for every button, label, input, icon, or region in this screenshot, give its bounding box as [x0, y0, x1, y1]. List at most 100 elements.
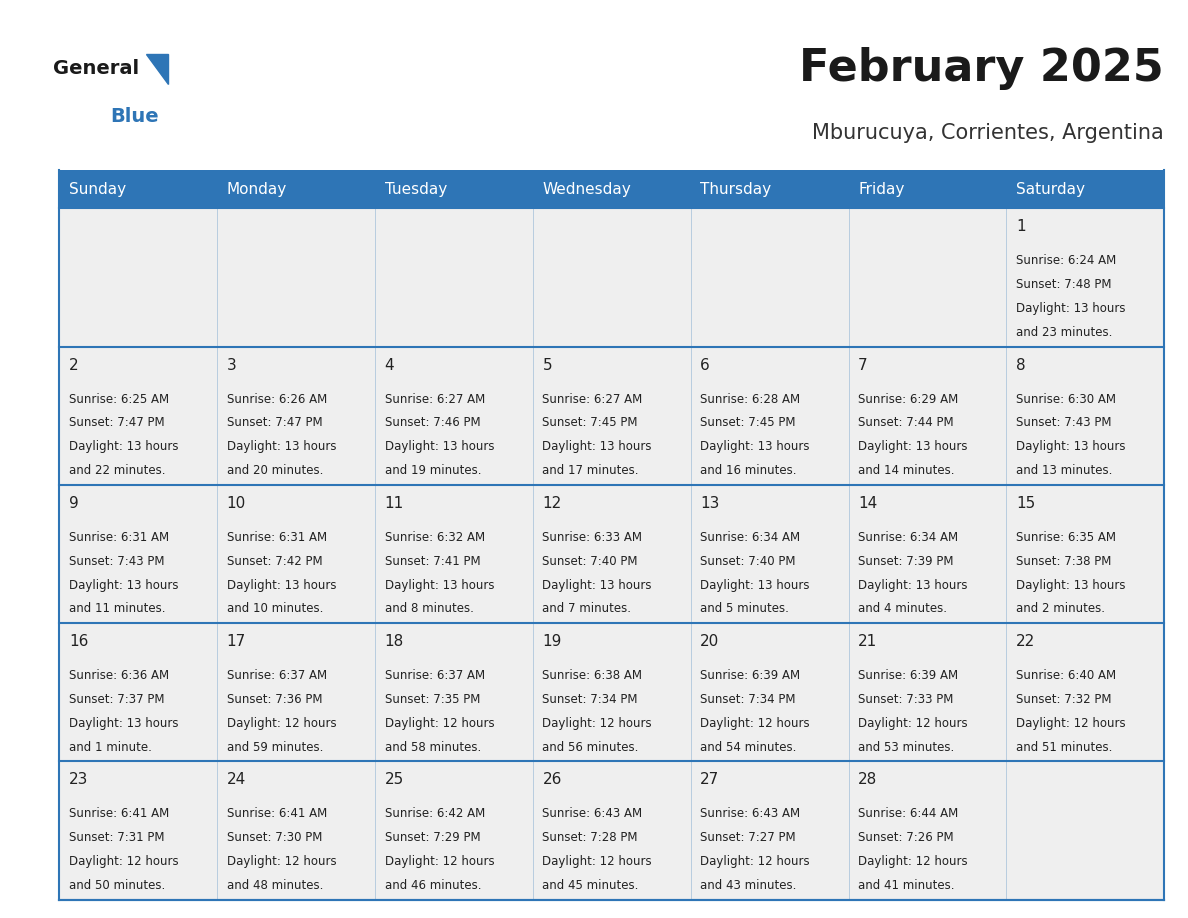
- Bar: [59, 208, 1164, 347]
- Text: Daylight: 13 hours: Daylight: 13 hours: [1016, 578, 1125, 591]
- Text: Thursday: Thursday: [700, 182, 771, 196]
- Text: and 11 minutes.: and 11 minutes.: [69, 602, 165, 615]
- Text: Daylight: 13 hours: Daylight: 13 hours: [858, 441, 967, 453]
- Text: Daylight: 13 hours: Daylight: 13 hours: [543, 578, 652, 591]
- Text: and 10 minutes.: and 10 minutes.: [227, 602, 323, 615]
- Text: Daylight: 12 hours: Daylight: 12 hours: [700, 855, 810, 868]
- Text: and 14 minutes.: and 14 minutes.: [858, 465, 955, 477]
- Text: and 1 minute.: and 1 minute.: [69, 741, 152, 754]
- Text: Sunrise: 6:39 AM: Sunrise: 6:39 AM: [700, 669, 801, 682]
- Text: Sunset: 7:36 PM: Sunset: 7:36 PM: [227, 693, 322, 706]
- Text: Sunset: 7:34 PM: Sunset: 7:34 PM: [700, 693, 796, 706]
- Text: 20: 20: [700, 634, 720, 649]
- Text: 16: 16: [69, 634, 88, 649]
- Text: Sunset: 7:30 PM: Sunset: 7:30 PM: [227, 831, 322, 845]
- Text: and 46 minutes.: and 46 minutes.: [385, 879, 481, 892]
- Text: Friday: Friday: [858, 182, 904, 196]
- Text: 19: 19: [543, 634, 562, 649]
- Text: 1: 1: [1016, 219, 1025, 234]
- Text: Sunrise: 6:37 AM: Sunrise: 6:37 AM: [227, 669, 327, 682]
- Text: and 23 minutes.: and 23 minutes.: [1016, 326, 1112, 339]
- Text: 18: 18: [385, 634, 404, 649]
- Text: 6: 6: [700, 358, 710, 373]
- Text: Daylight: 13 hours: Daylight: 13 hours: [69, 441, 178, 453]
- Text: 23: 23: [69, 772, 88, 788]
- Text: Sunset: 7:31 PM: Sunset: 7:31 PM: [69, 831, 164, 845]
- Text: Daylight: 12 hours: Daylight: 12 hours: [227, 717, 336, 730]
- Text: Sunset: 7:48 PM: Sunset: 7:48 PM: [1016, 278, 1112, 291]
- Text: Daylight: 13 hours: Daylight: 13 hours: [543, 441, 652, 453]
- Text: Sunset: 7:32 PM: Sunset: 7:32 PM: [1016, 693, 1112, 706]
- Text: 11: 11: [385, 496, 404, 511]
- Text: 25: 25: [385, 772, 404, 788]
- Text: Daylight: 13 hours: Daylight: 13 hours: [1016, 302, 1125, 315]
- Text: Mburucuya, Corrientes, Argentina: Mburucuya, Corrientes, Argentina: [813, 123, 1164, 143]
- Text: 3: 3: [227, 358, 236, 373]
- Text: Saturday: Saturday: [1016, 182, 1085, 196]
- Text: Sunset: 7:39 PM: Sunset: 7:39 PM: [858, 554, 954, 567]
- Text: February 2025: February 2025: [800, 48, 1164, 90]
- Text: Daylight: 12 hours: Daylight: 12 hours: [69, 855, 178, 868]
- Text: Sunrise: 6:41 AM: Sunrise: 6:41 AM: [227, 807, 327, 821]
- Text: Sunrise: 6:42 AM: Sunrise: 6:42 AM: [385, 807, 485, 821]
- Text: Sunset: 7:45 PM: Sunset: 7:45 PM: [700, 417, 796, 430]
- Text: Sunset: 7:47 PM: Sunset: 7:47 PM: [227, 417, 322, 430]
- Text: and 54 minutes.: and 54 minutes.: [700, 741, 797, 754]
- Text: Sunset: 7:46 PM: Sunset: 7:46 PM: [385, 417, 480, 430]
- Text: Sunrise: 6:28 AM: Sunrise: 6:28 AM: [700, 393, 801, 406]
- Text: Sunrise: 6:40 AM: Sunrise: 6:40 AM: [1016, 669, 1116, 682]
- Text: Daylight: 13 hours: Daylight: 13 hours: [1016, 441, 1125, 453]
- Text: Sunset: 7:35 PM: Sunset: 7:35 PM: [385, 693, 480, 706]
- Text: and 48 minutes.: and 48 minutes.: [227, 879, 323, 892]
- Text: and 7 minutes.: and 7 minutes.: [543, 602, 631, 615]
- Text: 26: 26: [543, 772, 562, 788]
- Text: Sunset: 7:38 PM: Sunset: 7:38 PM: [1016, 554, 1111, 567]
- Text: Sunrise: 6:34 AM: Sunrise: 6:34 AM: [858, 531, 959, 543]
- Text: Sunset: 7:41 PM: Sunset: 7:41 PM: [385, 554, 480, 567]
- Text: Sunset: 7:42 PM: Sunset: 7:42 PM: [227, 554, 322, 567]
- Text: and 17 minutes.: and 17 minutes.: [543, 465, 639, 477]
- Polygon shape: [146, 54, 168, 84]
- Text: Daylight: 12 hours: Daylight: 12 hours: [700, 717, 810, 730]
- Text: and 5 minutes.: and 5 minutes.: [700, 602, 789, 615]
- Text: 7: 7: [858, 358, 867, 373]
- Text: Sunrise: 6:26 AM: Sunrise: 6:26 AM: [227, 393, 327, 406]
- Text: Blue: Blue: [110, 107, 159, 126]
- Text: Sunrise: 6:25 AM: Sunrise: 6:25 AM: [69, 393, 169, 406]
- Text: Sunday: Sunday: [69, 182, 126, 196]
- Text: 28: 28: [858, 772, 877, 788]
- Text: and 2 minutes.: and 2 minutes.: [1016, 602, 1105, 615]
- Text: Sunset: 7:26 PM: Sunset: 7:26 PM: [858, 831, 954, 845]
- Text: Daylight: 13 hours: Daylight: 13 hours: [385, 578, 494, 591]
- Text: 14: 14: [858, 496, 877, 511]
- Text: Sunrise: 6:43 AM: Sunrise: 6:43 AM: [700, 807, 801, 821]
- Text: General: General: [53, 60, 139, 78]
- Text: and 53 minutes.: and 53 minutes.: [858, 741, 954, 754]
- Text: Sunrise: 6:24 AM: Sunrise: 6:24 AM: [1016, 254, 1117, 267]
- Bar: [59, 347, 1164, 485]
- Text: 24: 24: [227, 772, 246, 788]
- Text: 13: 13: [700, 496, 720, 511]
- Text: Sunrise: 6:33 AM: Sunrise: 6:33 AM: [543, 531, 643, 543]
- Text: 5: 5: [543, 358, 552, 373]
- Text: and 41 minutes.: and 41 minutes.: [858, 879, 955, 892]
- Text: and 13 minutes.: and 13 minutes.: [1016, 465, 1112, 477]
- Text: Sunrise: 6:36 AM: Sunrise: 6:36 AM: [69, 669, 169, 682]
- Text: and 58 minutes.: and 58 minutes.: [385, 741, 481, 754]
- Text: Sunrise: 6:29 AM: Sunrise: 6:29 AM: [858, 393, 959, 406]
- Text: and 4 minutes.: and 4 minutes.: [858, 602, 947, 615]
- Text: Sunrise: 6:39 AM: Sunrise: 6:39 AM: [858, 669, 959, 682]
- Text: Sunrise: 6:38 AM: Sunrise: 6:38 AM: [543, 669, 643, 682]
- Text: Sunrise: 6:27 AM: Sunrise: 6:27 AM: [385, 393, 485, 406]
- Text: Sunset: 7:43 PM: Sunset: 7:43 PM: [1016, 417, 1112, 430]
- Text: Sunset: 7:44 PM: Sunset: 7:44 PM: [858, 417, 954, 430]
- Text: 12: 12: [543, 496, 562, 511]
- Text: and 22 minutes.: and 22 minutes.: [69, 465, 165, 477]
- Text: Daylight: 12 hours: Daylight: 12 hours: [385, 855, 494, 868]
- Text: Tuesday: Tuesday: [385, 182, 447, 196]
- Text: Daylight: 12 hours: Daylight: 12 hours: [1016, 717, 1125, 730]
- Text: and 50 minutes.: and 50 minutes.: [69, 879, 165, 892]
- Text: Daylight: 13 hours: Daylight: 13 hours: [700, 441, 810, 453]
- Text: Sunset: 7:40 PM: Sunset: 7:40 PM: [700, 554, 796, 567]
- Text: Daylight: 12 hours: Daylight: 12 hours: [543, 855, 652, 868]
